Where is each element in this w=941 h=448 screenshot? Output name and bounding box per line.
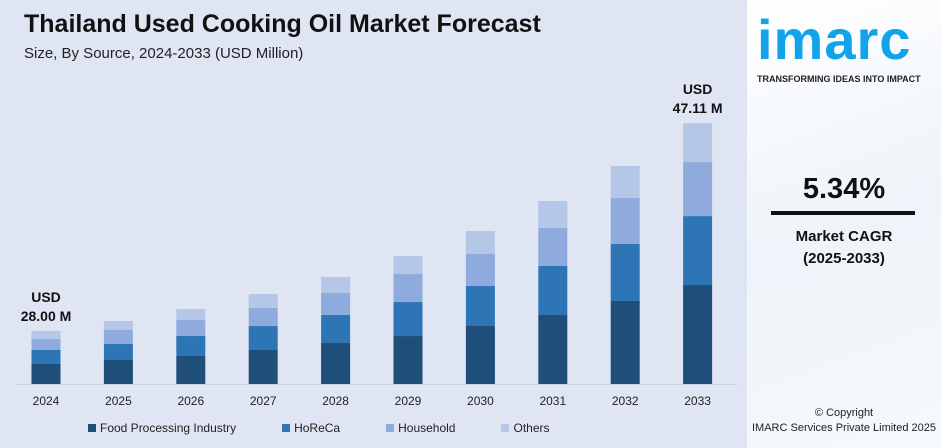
x-tick-label-2031: 2031 [539, 394, 566, 408]
cagr-label-text: Market CAGR [795, 228, 893, 245]
bar-segment-household-2024 [31, 338, 61, 350]
bar-segment-others-2026 [176, 309, 206, 321]
legend-swatch [386, 424, 395, 432]
bar-segment-others-2030 [465, 231, 495, 255]
legend: Food Processing Industry HoReCa Household O… [88, 421, 596, 435]
bar-segment-horeca-2030 [465, 286, 495, 327]
cagr-period: (2025-2033) [803, 250, 885, 267]
legend-item: Food Processing Industry [88, 421, 236, 435]
bar-segment-others-2031 [538, 200, 568, 228]
bar-segment-others-2032 [610, 165, 640, 198]
x-tick-label-2026: 2026 [177, 394, 204, 408]
bar-segment-others-2029 [393, 256, 423, 275]
bar-segment-food-processing-industry-2027 [248, 350, 278, 384]
bar-segment-food-processing-industry-2025 [103, 359, 133, 384]
bar-segment-horeca-2027 [248, 326, 278, 351]
chart-subtitle: Size, By Source, 2024-2033 (USD Million) [24, 45, 304, 62]
bar-segment-food-processing-industry-2026 [176, 356, 206, 384]
data-label-value-2024: 28.00 M [21, 308, 72, 324]
bar-segment-household-2028 [321, 293, 351, 316]
bar-segment-horeca-2033 [683, 216, 713, 286]
bar-segment-horeca-2024 [31, 349, 61, 364]
bar-segment-others-2027 [248, 294, 278, 309]
bar-segment-horeca-2026 [176, 336, 206, 357]
x-tick-label-2033: 2033 [684, 394, 711, 408]
legend-label: HoReCa [294, 421, 341, 435]
legend-swatch [88, 424, 96, 432]
bar-segment-food-processing-industry-2032 [610, 300, 640, 384]
bar-segment-horeca-2029 [393, 302, 423, 337]
copyright-label: © Copyright [814, 407, 874, 419]
data-label-currency-2033: USD [683, 81, 713, 97]
bar-segment-food-processing-industry-2024 [31, 363, 61, 384]
divider [771, 211, 915, 215]
legend-item: HoReCa [282, 421, 340, 435]
copyright-company: IMARC Services Private Limited 2025 [751, 422, 936, 434]
bar-segment-household-2025 [103, 330, 133, 345]
bar-segment-household-2033 [683, 162, 713, 217]
bar-segment-household-2029 [393, 274, 423, 303]
bar-segment-others-2033 [683, 123, 713, 163]
bar-segment-food-processing-industry-2028 [321, 343, 351, 384]
x-tick-label-2025: 2025 [105, 394, 132, 408]
info-panel: imarc TRANSFORMING IDEAS INTO IMPACT 5.3… [747, 0, 941, 448]
x-tick-label-2024: 2024 [33, 394, 60, 408]
bar-segment-household-2032 [610, 197, 640, 244]
legend-label: Household [398, 421, 456, 435]
legend-label: Others [513, 421, 550, 435]
data-label-currency-2024: USD [31, 289, 61, 305]
x-tick-label-2027: 2027 [250, 394, 277, 408]
x-tick-label-2028: 2028 [322, 394, 349, 408]
legend-swatch [501, 424, 510, 432]
bar-segment-others-2028 [321, 277, 351, 294]
x-tick-label-2032: 2032 [612, 394, 639, 408]
stacked-bar-chart: 2024 USD 28.00 M 2025 2026 2027 2028 2029 2030 20… [16, 81, 737, 408]
x-tick-label-2030: 2030 [467, 394, 494, 408]
bar-segment-food-processing-industry-2029 [393, 336, 423, 384]
data-label-value-2033: 47.11 M [673, 100, 723, 116]
bar-segment-horeca-2031 [538, 265, 568, 316]
bar-segment-household-2026 [176, 320, 206, 337]
logo-tagline: TRANSFORMING IDEAS INTO IMPACT [757, 74, 921, 84]
bar-segment-horeca-2032 [610, 243, 640, 301]
cagr-value: 5.34% [802, 173, 886, 205]
legend-swatch [282, 424, 291, 432]
bar-segment-others-2024 [31, 330, 61, 339]
bar-segment-horeca-2025 [103, 344, 133, 360]
bar-segment-food-processing-industry-2033 [683, 285, 713, 384]
bar-segment-food-processing-industry-2031 [538, 315, 568, 384]
chart-title: Thailand Used Cooking Oil Market Forecas… [24, 10, 541, 38]
legend-item: Others [501, 421, 550, 435]
cagr-label: Market CAGR (2025-2033) [747, 226, 941, 270]
bar-segment-horeca-2028 [321, 315, 351, 344]
imarc-logo: imarc [757, 8, 912, 71]
legend-label: Food Processing Industry [100, 421, 237, 435]
bar-segment-household-2027 [248, 308, 278, 327]
bar-segment-household-2031 [538, 227, 568, 266]
bar-segment-others-2025 [103, 321, 133, 331]
copyright: © Copyright IMARC Services Private Limit… [747, 406, 941, 436]
legend-item: Household [386, 421, 455, 435]
bar-segment-household-2030 [465, 254, 495, 287]
bar-segment-food-processing-industry-2030 [465, 326, 495, 384]
x-tick-label-2029: 2029 [395, 394, 422, 408]
